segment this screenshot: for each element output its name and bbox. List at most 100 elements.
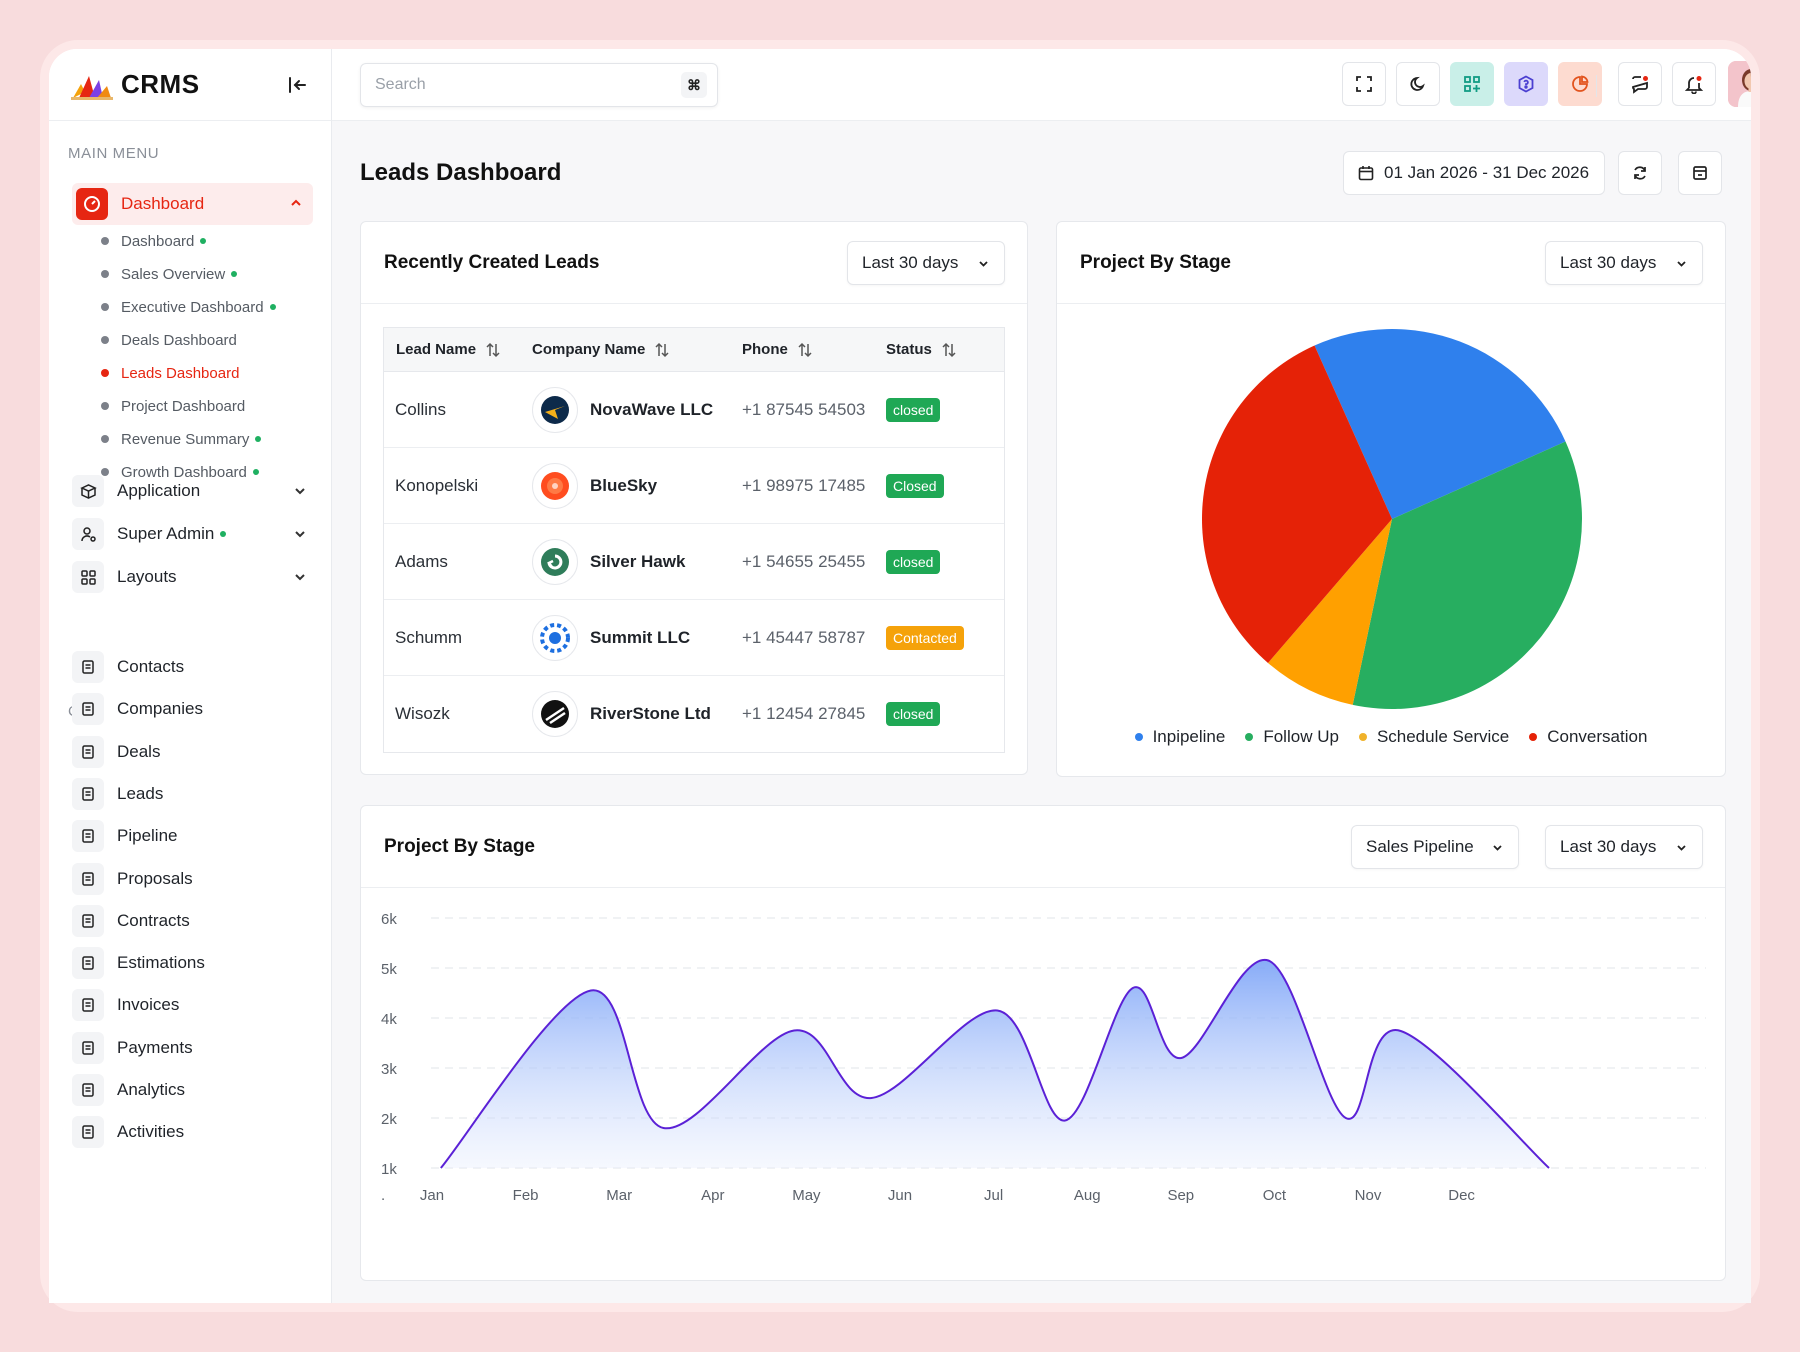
- pipeline-dropdown[interactable]: Sales Pipeline: [1351, 825, 1519, 869]
- sort-icon: [655, 342, 669, 357]
- dropdown-value: Last 30 days: [1560, 837, 1657, 856]
- card-header: Project By Stage Last 30 days: [1057, 222, 1725, 304]
- card-header: Project By Stage Sales Pipeline Last 30 …: [361, 806, 1725, 888]
- table-row[interactable]: Konopelski BlueSky +1 98975 17485 Closed: [384, 448, 1004, 524]
- column-header-lead-name[interactable]: Lead Name: [396, 341, 500, 358]
- sidebar-subitem[interactable]: Sales Overview: [101, 262, 311, 286]
- dropdown-value: Last 30 days: [1560, 253, 1657, 272]
- sidebar-item-label: Activities: [117, 1122, 185, 1142]
- hexagon-help-icon: [1518, 75, 1534, 93]
- sidebar-item-label: Application: [117, 481, 201, 500]
- fullscreen-button[interactable]: [1342, 62, 1386, 106]
- sidebar-subitem[interactable]: Leads Dashboard: [101, 361, 311, 385]
- sidebar-subitem[interactable]: Growth Dashboard: [101, 460, 311, 484]
- area-period-dropdown[interactable]: Last 30 days: [1545, 825, 1703, 869]
- bullet-icon: [101, 468, 109, 476]
- reports-button[interactable]: [1558, 62, 1602, 106]
- contacts-icon: [72, 651, 104, 683]
- sidebar-item-companies[interactable]: Companies: [72, 691, 313, 727]
- search-input[interactable]: Search ⌘: [360, 63, 718, 107]
- notifications-button[interactable]: [1672, 62, 1716, 106]
- sidebar-item-invoices[interactable]: Invoices: [72, 987, 313, 1023]
- proposals-icon: [72, 862, 104, 895]
- company-name-cell[interactable]: RiverStone Ltd: [590, 704, 711, 723]
- dropdown-value: Sales Pipeline: [1366, 837, 1474, 856]
- x-tick-label: Apr: [701, 1187, 724, 1204]
- sidebar-subitem[interactable]: Dashboard: [101, 229, 311, 253]
- pie-slice-follow-up[interactable]: [1352, 441, 1582, 709]
- lead-name-cell: Adams: [395, 552, 448, 571]
- help-button[interactable]: [1504, 62, 1548, 106]
- pie-slice-conversation[interactable]: [1202, 345, 1392, 663]
- x-tick-label: Dec: [1448, 1187, 1475, 1204]
- sidebar-item-estimations[interactable]: Estimations: [72, 945, 313, 981]
- refresh-button[interactable]: [1618, 151, 1662, 195]
- legend-item[interactable]: Conversation: [1529, 727, 1647, 747]
- legend-item[interactable]: Schedule Service: [1358, 727, 1510, 747]
- legend-item[interactable]: Inpipeline: [1134, 727, 1225, 747]
- sidebar-subitem[interactable]: Project Dashboard: [101, 394, 311, 418]
- legend-label: Conversation: [1547, 727, 1648, 746]
- payments-icon: [72, 1031, 104, 1064]
- lead-name-cell: Konopelski: [395, 476, 479, 495]
- company-name-cell[interactable]: NovaWave LLC: [590, 400, 714, 419]
- axis-origin-label: .: [381, 1187, 385, 1204]
- legend-item[interactable]: Follow Up: [1245, 727, 1339, 747]
- sidebar-item-dashboard[interactable]: Dashboard: [72, 183, 313, 225]
- sidebar-subitem[interactable]: Deals Dashboard: [101, 328, 311, 352]
- card-title: Project By Stage: [384, 836, 535, 857]
- table-row[interactable]: Collins NovaWave LLC +1 87545 54503 closed: [384, 372, 1004, 448]
- sidebar-item-leads[interactable]: Leads: [72, 776, 313, 812]
- sidebar-item-application[interactable]: Application: [72, 473, 313, 509]
- sidebar-item-proposals[interactable]: Proposals: [72, 861, 313, 897]
- companies-icon: [72, 693, 104, 726]
- sidebar-item-activities[interactable]: Activities: [72, 1114, 313, 1150]
- pie-slice-inpipeline[interactable]: [1314, 329, 1566, 519]
- leads-period-dropdown[interactable]: Last 30 days: [847, 241, 1005, 285]
- x-tick-label: Feb: [513, 1187, 539, 1204]
- sidebar-item-super-admin[interactable]: Super Admin: [72, 516, 313, 552]
- sidebar-item-label: Deals: [117, 741, 161, 761]
- sidebar-subitem[interactable]: Revenue Summary: [101, 427, 311, 451]
- column-header-phone[interactable]: Phone: [742, 341, 812, 358]
- column-header-company-name[interactable]: Company Name: [532, 341, 669, 358]
- pie-period-dropdown[interactable]: Last 30 days: [1545, 241, 1703, 285]
- messages-button[interactable]: [1618, 62, 1662, 106]
- column-header-status[interactable]: Status: [886, 341, 956, 358]
- sidebar-item-contracts[interactable]: Contracts: [72, 903, 313, 939]
- sidebar-item-label: Pipeline: [117, 826, 178, 846]
- sidebar-item-contacts[interactable]: Contacts: [72, 649, 313, 685]
- x-tick-label: Nov: [1355, 1187, 1382, 1204]
- table-row[interactable]: Adams Silver Hawk +1 54655 25455 closed: [384, 524, 1004, 600]
- sidebar-item-pipeline[interactable]: Pipeline: [72, 818, 313, 854]
- bullet-icon: [101, 237, 109, 245]
- date-range-picker[interactable]: 01 Jan 2026 - 31 Dec 2026: [1343, 151, 1605, 195]
- collapse-header-button[interactable]: [1678, 151, 1722, 195]
- company-name-cell[interactable]: Summit LLC: [590, 628, 691, 647]
- collapse-sidebar-icon[interactable]: [286, 74, 308, 96]
- company-name-cell[interactable]: BlueSky: [590, 476, 658, 495]
- brand[interactable]: CRMS: [49, 49, 331, 121]
- main-menu-label: MAIN MENU: [68, 145, 160, 162]
- sidebar-item-payments[interactable]: Payments: [72, 1030, 313, 1066]
- sidebar-item-analytics[interactable]: Analytics: [72, 1072, 313, 1108]
- layouts-icon: [72, 561, 104, 593]
- date-range-label: 01 Jan 2026 - 31 Dec 2026: [1384, 163, 1590, 182]
- company-name-cell[interactable]: Silver Hawk: [590, 552, 686, 571]
- novawave-logo-icon: [532, 387, 578, 433]
- apps-button[interactable]: [1450, 62, 1494, 106]
- status-badge: Contacted: [886, 626, 964, 650]
- card-title: Project By Stage: [1080, 252, 1231, 273]
- table-row[interactable]: Schumm Summit LLC +1 45447 58787 Contacted: [384, 600, 1004, 676]
- legend-label: Schedule Service: [1376, 727, 1510, 746]
- sidebar-item-layouts[interactable]: Layouts: [72, 559, 313, 595]
- table-row[interactable]: Wisozk RiverStone Ltd +1 12454 27845 closed: [384, 676, 1004, 752]
- bullet-icon: [101, 270, 109, 278]
- pie-slice-schedule-service[interactable]: [1268, 519, 1392, 705]
- sidebar-subitem[interactable]: Executive Dashboard: [101, 295, 311, 319]
- project-stage-pie-card: Project By Stage Last 30 days Inpipeline…: [1056, 221, 1726, 777]
- sidebar-item-deals[interactable]: Deals: [72, 734, 313, 770]
- sidebar-subitem-label: Revenue Summary: [121, 430, 250, 448]
- dark-mode-button[interactable]: [1396, 62, 1440, 106]
- user-avatar[interactable]: [1728, 61, 1751, 107]
